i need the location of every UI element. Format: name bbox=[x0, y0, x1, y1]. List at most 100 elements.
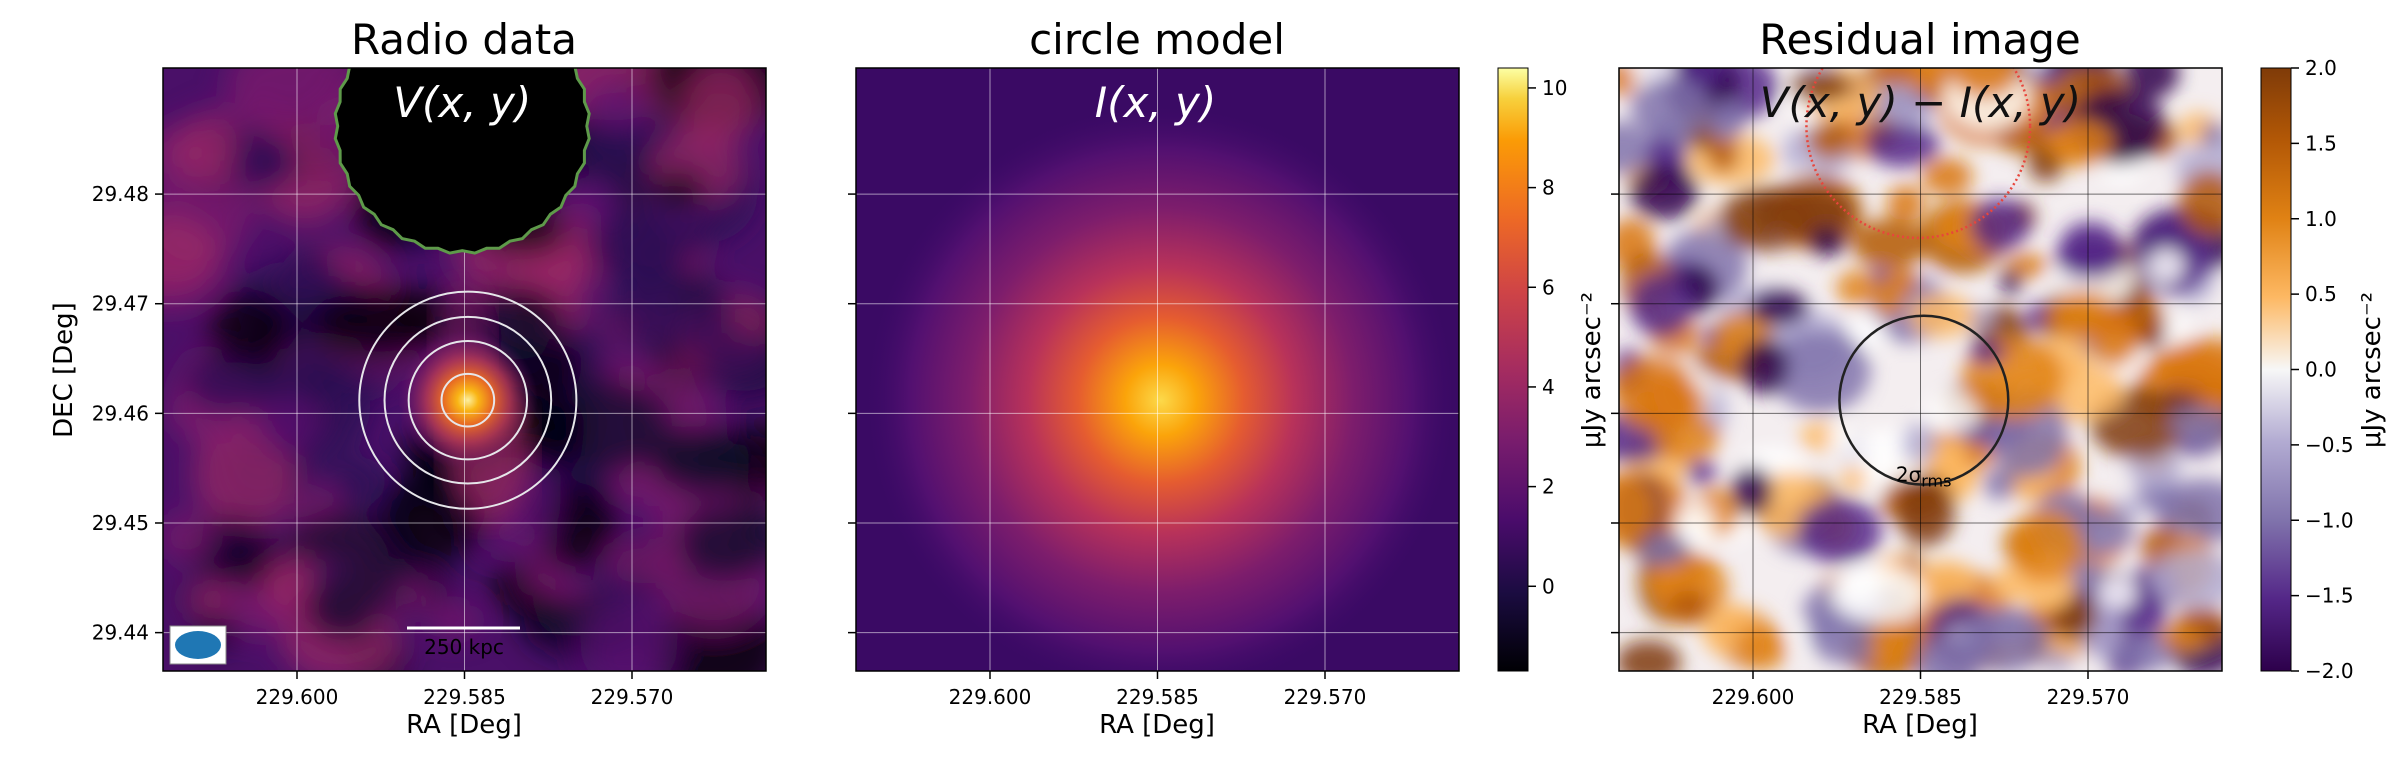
contour-ring bbox=[407, 339, 529, 461]
noise-blob bbox=[1983, 468, 2017, 500]
noise-blob bbox=[1675, 502, 1716, 551]
y-tick-label: 29.48 bbox=[92, 182, 149, 206]
noise-blob bbox=[1619, 121, 1649, 175]
sigma-label-sub: rms bbox=[1921, 472, 1951, 491]
noise-blob bbox=[537, 403, 586, 447]
contour-ring bbox=[440, 372, 496, 428]
noise-blob bbox=[1748, 289, 1809, 326]
noise-blob bbox=[700, 332, 766, 392]
noise-blob bbox=[1999, 269, 2022, 295]
noise-blob bbox=[228, 142, 299, 184]
noise-blob bbox=[554, 202, 593, 234]
panel-title: circle model bbox=[1029, 15, 1285, 64]
noise-blob bbox=[1630, 77, 1710, 139]
noise-blob bbox=[1901, 423, 1937, 466]
noise-blob bbox=[1830, 565, 1926, 623]
noise-blob bbox=[1796, 498, 1882, 564]
grid-lines bbox=[163, 68, 766, 671]
y-tick-label: 29.44 bbox=[92, 621, 149, 645]
noise-blob bbox=[1808, 227, 1846, 257]
noise-blob bbox=[190, 362, 277, 414]
sigma-contour-label: 2σrms bbox=[1896, 463, 1952, 491]
y-tick-label: 29.47 bbox=[92, 292, 149, 316]
x-tick-label: 229.600 bbox=[256, 685, 339, 709]
x-axis-label: RA [Deg] bbox=[1099, 710, 1215, 740]
sigma-contour bbox=[1838, 314, 2010, 486]
noise-blob bbox=[1909, 293, 1976, 338]
noise-blob bbox=[1789, 69, 1853, 104]
colorbar-tick-label: 0.5 bbox=[2305, 282, 2337, 306]
noise-blob bbox=[1921, 157, 1973, 196]
noise-blob bbox=[2123, 68, 2180, 99]
panel-inner-label: V(x, y) bbox=[393, 78, 531, 127]
noise-blob bbox=[1959, 607, 2050, 671]
noise-blob bbox=[1619, 68, 1639, 96]
mask-circle bbox=[1805, 68, 2032, 240]
grid-lines bbox=[856, 68, 1459, 671]
noise-blob bbox=[584, 211, 697, 281]
noise-blob bbox=[2007, 509, 2083, 583]
x-tick-label: 229.600 bbox=[949, 685, 1032, 709]
x-axis-label: RA [Deg] bbox=[1862, 710, 1978, 740]
grid-lines bbox=[1619, 68, 2222, 671]
noise-blob bbox=[515, 295, 550, 322]
noise-blob bbox=[1619, 472, 1658, 547]
y-tick-label: 29.46 bbox=[92, 401, 149, 425]
noise-blob bbox=[1731, 466, 1773, 516]
radio-data-panel: Radio data V(x, y) 250 kpc 229.600 229.58… bbox=[49, 15, 767, 740]
noise-blob bbox=[1829, 422, 1855, 454]
noise-blob bbox=[2111, 635, 2173, 671]
colorbar-gradient bbox=[2260, 67, 2292, 672]
noise-blob bbox=[681, 68, 761, 144]
residual-noise-field bbox=[1619, 68, 2222, 671]
sigma-label-main: 2σ bbox=[1896, 463, 1922, 487]
colorbar-ticks: 0 2 4 6 8 10 bbox=[1528, 76, 1567, 598]
noise-blob bbox=[1913, 559, 1977, 606]
noise-blob bbox=[1707, 136, 1739, 173]
beam-ellipse bbox=[175, 631, 221, 659]
noise-blob bbox=[186, 582, 231, 617]
x-ticks: 229.600 229.585 229.570 bbox=[256, 671, 673, 709]
noise-blob bbox=[1739, 338, 1790, 395]
x-ticks: 229.600 229.585 229.570 bbox=[1712, 671, 2130, 709]
scale-bar-label: 250 kpc bbox=[424, 635, 504, 659]
noise-blob bbox=[257, 391, 318, 454]
x-tick-label: 229.570 bbox=[2047, 685, 2130, 709]
noise-blob bbox=[1669, 590, 1712, 625]
noise-blob bbox=[2097, 575, 2138, 611]
contour-ring bbox=[358, 290, 578, 510]
noise-blob bbox=[581, 82, 649, 130]
y-tick-label: 29.45 bbox=[92, 511, 149, 535]
colorbar-tick-label: 2.0 bbox=[2305, 56, 2337, 80]
x-tick-label: 229.570 bbox=[1284, 685, 1367, 709]
noise-blob bbox=[1752, 186, 1855, 240]
noise-blob bbox=[1642, 531, 1689, 567]
noise-blob bbox=[1630, 273, 1693, 338]
y-ticks: 29.44 29.45 29.46 29.47 29.48 bbox=[92, 182, 163, 645]
colorbar-tick-label: 1.0 bbox=[2305, 207, 2337, 231]
noise-blob bbox=[325, 456, 387, 506]
noise-blob bbox=[430, 604, 480, 637]
contour-ring bbox=[383, 315, 553, 485]
noise-blob bbox=[1896, 474, 1956, 547]
noise-blob bbox=[1950, 68, 2021, 99]
noise-blob bbox=[2157, 624, 2203, 653]
colorbar-tick-label: −2.0 bbox=[2305, 659, 2354, 683]
colorbar-tick-label: 8 bbox=[1542, 176, 1555, 200]
noise-blob bbox=[1851, 218, 1928, 270]
colorbar-gradient bbox=[1497, 67, 1529, 672]
colorbar-tick-label: −0.5 bbox=[2305, 433, 2354, 457]
noise-blob bbox=[540, 379, 673, 474]
colorbar-tick-label: 1.5 bbox=[2305, 131, 2337, 155]
noise-blob bbox=[2153, 337, 2222, 400]
residual-panel: Residual image 2σrms V(x, y) − I(x, y) 2… bbox=[1611, 15, 2223, 740]
noise-blob bbox=[1708, 99, 1746, 141]
circle-model-panel: circle model I(x, y) 229.600 229.585 229.5… bbox=[848, 15, 1460, 740]
panel-inner-label: V(x, y) − I(x, y) bbox=[1760, 78, 2081, 127]
noise-blob bbox=[2200, 122, 2222, 146]
colorbar-tick-label: −1.0 bbox=[2305, 508, 2354, 532]
colorbar-tick-label: 0 bbox=[1542, 574, 1555, 598]
noise-blob bbox=[2047, 119, 2113, 168]
noise-blob bbox=[580, 597, 678, 671]
